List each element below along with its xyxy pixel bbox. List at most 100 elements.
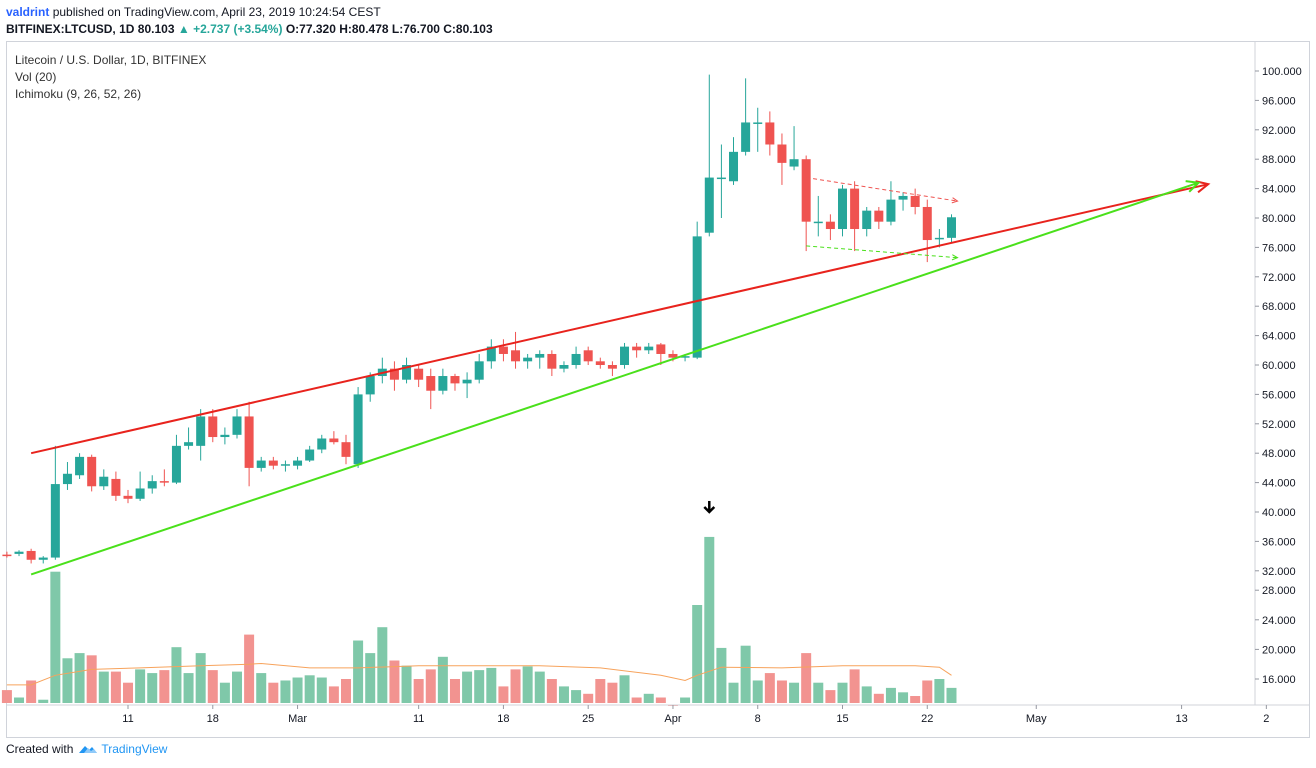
time-axis[interactable]: 11 18 Mar 11 18 25 Apr 8 15 22 May 13 2 [7, 704, 1309, 725]
candle [850, 181, 860, 252]
author-name[interactable]: valdrint [6, 5, 50, 19]
candle-body [934, 237, 944, 240]
price-tick-label: 68.000 [1262, 301, 1296, 313]
price-tick-label: 80.000 [1262, 213, 1296, 225]
candle-body [402, 365, 412, 380]
price-tick-label: 16.000 [1262, 674, 1296, 686]
symbol-line: BITFINEX:LTCUSD, 1D [6, 22, 135, 36]
candle-body [147, 481, 157, 489]
price-axis[interactable]: 100.000 96.000 92.000 88.000 84.000 80.000 76.… [1254, 42, 1302, 705]
candle [583, 346, 593, 365]
candle [813, 195, 823, 237]
candle-body [232, 416, 242, 435]
volume-bar [365, 653, 376, 703]
candle [474, 353, 484, 384]
price-tick-label: 56.000 [1262, 389, 1296, 401]
volume-bar [607, 682, 618, 703]
candle-body [801, 159, 811, 222]
time-tick-label: 22 [921, 713, 933, 725]
volume-bar [449, 679, 460, 703]
candle-body [123, 495, 133, 499]
candle-body [50, 484, 60, 558]
candle-body [644, 346, 654, 351]
price-tick-label: 36.000 [1262, 536, 1296, 548]
candle [644, 342, 654, 354]
candle [523, 353, 533, 369]
volume-bar [462, 671, 473, 703]
candle [547, 350, 557, 377]
volume-bar [546, 679, 557, 703]
candle [438, 368, 448, 395]
legend-ichimoku[interactable]: Ichimoku (9, 26, 52, 26) [15, 87, 142, 101]
price-tick-label: 40.000 [1262, 507, 1296, 519]
volume-bar [474, 670, 485, 703]
volume-bar [728, 682, 739, 703]
volume-bar [413, 679, 424, 703]
tradingview-brand[interactable]: TradingView [101, 742, 168, 756]
price-tick-label: 44.000 [1262, 478, 1296, 490]
candle-body [111, 478, 121, 496]
candle-body [922, 206, 932, 241]
candle [946, 214, 956, 243]
candle [256, 456, 266, 472]
candle [934, 229, 944, 248]
volume-bar [159, 670, 170, 703]
candle [910, 188, 920, 215]
candle-body [365, 376, 375, 395]
candle-body [595, 361, 605, 365]
publish-header: valdrint published on TradingView.com, A… [6, 5, 381, 19]
upper-trendline [30, 180, 1211, 455]
last-price: 80.103 [137, 22, 175, 36]
volume-bar [522, 666, 533, 703]
candle-body [426, 376, 436, 391]
volume-bar [716, 647, 727, 703]
candle [353, 387, 363, 468]
time-tick-label: 2 [1263, 713, 1269, 725]
volume-bar [885, 687, 896, 703]
candle [135, 471, 145, 501]
candle-body [293, 460, 303, 466]
volume-bar [62, 658, 73, 703]
candle-body [256, 460, 266, 468]
volume-bar [486, 667, 497, 703]
volume-bar [740, 645, 751, 703]
volume-bar [38, 699, 49, 703]
candle [886, 181, 896, 226]
lower-trendline-arrowhead [1185, 180, 1201, 193]
candle [607, 361, 617, 377]
candle-body [184, 442, 194, 446]
candle-body [62, 473, 72, 485]
candle-body [838, 188, 847, 230]
volume-ma-line [6, 662, 952, 686]
legend-vol[interactable]: Vol (20) [15, 70, 57, 84]
candle [862, 206, 872, 237]
volume-bar [171, 647, 182, 703]
candle-body [946, 217, 956, 238]
candle [559, 361, 569, 373]
candle-body [692, 236, 702, 358]
candle-body [329, 438, 339, 443]
candle [244, 401, 254, 487]
trendlines [30, 177, 1211, 576]
change-value: +2.737 (+3.54%) [193, 22, 283, 36]
candle-body [813, 221, 823, 224]
upper-trendline-line [30, 183, 1209, 455]
volume-bar [752, 680, 763, 703]
candle [571, 346, 581, 369]
candle-body [38, 557, 48, 560]
candle [268, 456, 278, 470]
volume-bar [861, 686, 872, 703]
volume-bar [922, 680, 933, 703]
candle-body [474, 361, 484, 380]
volume-bar [340, 679, 351, 703]
candle [801, 155, 811, 252]
candle-body [353, 394, 363, 465]
volume-bar [316, 677, 327, 703]
price-tick-label: 84.000 [1262, 184, 1296, 196]
candle-body [523, 357, 533, 362]
volume-bar [946, 687, 957, 703]
volume-bar [425, 669, 436, 703]
price-tick-label: 76.000 [1262, 242, 1296, 254]
candle [729, 137, 739, 185]
